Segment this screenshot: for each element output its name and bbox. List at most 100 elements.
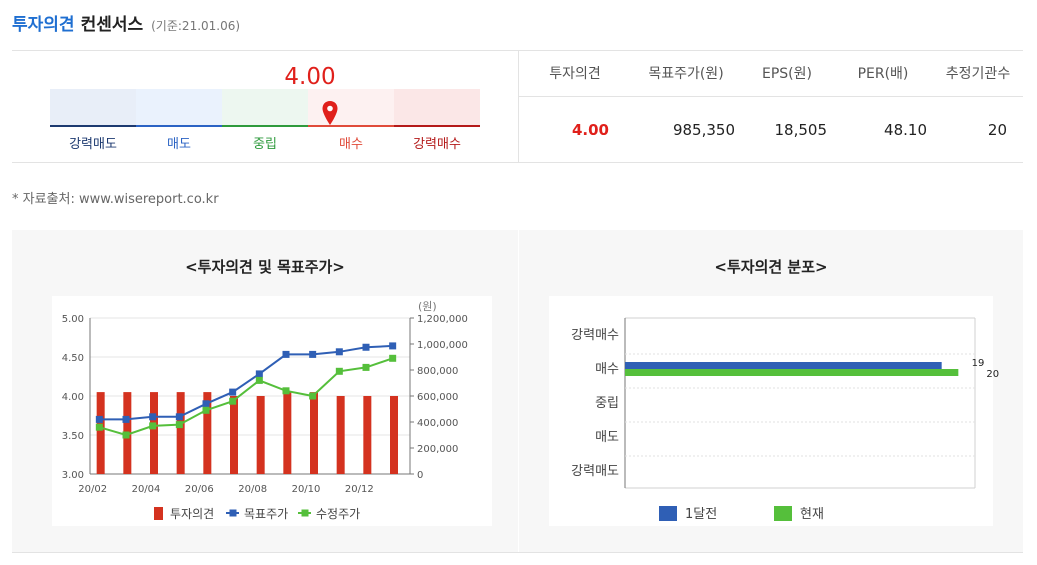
bar-opinion	[230, 396, 238, 474]
divider-mid	[12, 162, 1023, 163]
data-label: 19	[972, 358, 985, 369]
gauge-segment-bar	[50, 125, 136, 127]
legend-swatch	[229, 509, 237, 517]
point-target-price	[362, 343, 370, 351]
table-header-cell: PER(배)	[857, 66, 909, 82]
bar-opinion	[363, 396, 372, 474]
title-main: 투자의견	[12, 15, 75, 35]
bar-opinion	[96, 392, 105, 474]
point-target-price	[95, 415, 103, 423]
x-tick-label: 20/10	[292, 484, 321, 495]
bar-opinion	[256, 396, 265, 474]
gauge-label: 중립	[253, 137, 277, 152]
divider-top	[12, 50, 1023, 51]
gauge-segment	[308, 89, 394, 127]
y-right-tick-label: 600,000	[417, 392, 458, 403]
legend-swatch	[301, 509, 309, 517]
bar-month-ago	[625, 362, 942, 369]
table-cell-opinion: 4.00	[571, 120, 609, 139]
section-title: 투자의견 컨센서스 (기준:21.01.06)	[12, 10, 240, 40]
table-cell-per: 48.10	[884, 120, 927, 139]
bar-opinion	[150, 392, 158, 474]
legend-label: 투자의견	[170, 507, 214, 521]
table-cell-eps: 18,505	[774, 120, 828, 139]
category-label: 중립	[595, 396, 619, 411]
x-tick-label: 20/04	[132, 484, 161, 495]
point-target-price	[229, 388, 237, 396]
y-right-tick-label: 200,000	[417, 444, 458, 455]
x-tick-label: 20/02	[78, 484, 107, 495]
gauge-value: 4.00	[284, 64, 336, 90]
table-row: 4.00 985,350 18,505 48.10 20	[519, 97, 1023, 162]
y-right-tick-label: 400,000	[417, 418, 458, 429]
bar-opinion	[283, 392, 292, 474]
legend-label: 수정주가	[316, 507, 360, 521]
point-adjusted-price	[95, 423, 103, 431]
gauge-segment-bar	[222, 125, 308, 127]
opinion-price-panel: <투자의견 및 목표주가> 3.00 3.50 4.00 4.50 5.00 0 200,0…	[12, 230, 518, 552]
y-left-tick-label: 3.50	[62, 431, 84, 442]
consensus-table: 투자의견 목표주가(원) EPS(원) PER(배) 추정기관수 4.00 98…	[519, 50, 1023, 162]
point-adjusted-price	[175, 421, 183, 429]
table-header-cell: 추정기관수	[945, 66, 1011, 82]
legend-swatch	[774, 506, 792, 521]
bar-opinion	[336, 396, 345, 474]
gauge-segment	[136, 89, 222, 127]
bar-opinion	[203, 392, 212, 474]
table-header-cell: EPS(원)	[762, 66, 812, 82]
point-target-price	[202, 400, 210, 408]
chart-title: <투자의견 및 목표주가>	[185, 258, 345, 276]
point-adjusted-price	[255, 376, 263, 384]
category-label: 강력매수	[571, 328, 619, 343]
table-header-cell: 목표주가(원)	[648, 66, 724, 82]
x-tick-label: 20/08	[238, 484, 267, 495]
point-target-price	[149, 413, 157, 421]
legend-label: 목표주가	[244, 507, 288, 521]
point-adjusted-price	[149, 422, 157, 430]
table-header-cell: 투자의견	[549, 66, 601, 82]
opinion-distribution-panel: <투자의견 분포> 강력매수 매수 중립 매도 강력매도 19 20 1달전 현재	[519, 230, 1023, 552]
bar-opinion	[176, 392, 185, 474]
x-tick-label: 20/06	[185, 484, 214, 495]
gauge-label: 매도	[167, 137, 191, 152]
point-adjusted-price	[389, 354, 397, 362]
location-pin-icon	[322, 101, 338, 125]
gauge-segment	[222, 89, 308, 127]
line-adjusted-price	[99, 357, 393, 437]
legend-label: 현재	[800, 507, 824, 522]
gauge-segment-bar	[308, 125, 394, 127]
point-target-price	[335, 348, 343, 356]
y-right-tick-label: 800,000	[417, 366, 458, 377]
y-right-tick-label: 1,000,000	[417, 340, 468, 351]
category-label: 매도	[595, 430, 619, 445]
y-left-tick-label: 4.50	[62, 353, 84, 364]
divider-bottom	[12, 552, 1023, 553]
line-target-price	[99, 344, 393, 421]
data-label: 20	[986, 369, 999, 380]
base-date: (기준:21.01.06)	[151, 19, 241, 33]
y-left-tick-label: 3.00	[62, 470, 84, 481]
gauge-segment-bar	[136, 125, 222, 127]
point-target-price	[175, 413, 183, 421]
point-target-price	[255, 370, 263, 378]
point-adjusted-price	[335, 367, 343, 375]
point-adjusted-price	[362, 363, 370, 371]
y-left-tick-label: 5.00	[62, 314, 84, 325]
point-adjusted-price	[202, 406, 210, 414]
gauge-label: 강력매수	[413, 137, 461, 152]
point-target-price	[309, 350, 317, 358]
plot-background	[52, 296, 492, 526]
opinion-gauge	[50, 89, 480, 127]
gauge-segment	[394, 89, 480, 127]
bar-current	[625, 369, 959, 376]
point-adjusted-price	[229, 397, 237, 405]
category-label: 매수	[595, 362, 619, 377]
table-cell-institutions: 20	[987, 120, 1007, 139]
legend-label: 1달전	[685, 507, 717, 522]
point-target-price	[389, 342, 397, 350]
y-right-tick-label: 1,200,000	[417, 314, 468, 325]
opinion-price-chart: 3.00 3.50 4.00 4.50 5.00 0 200,000 400,000 600,0…	[52, 296, 492, 526]
title-rest: 컨센서스	[80, 15, 144, 35]
legend-swatch	[659, 506, 677, 521]
